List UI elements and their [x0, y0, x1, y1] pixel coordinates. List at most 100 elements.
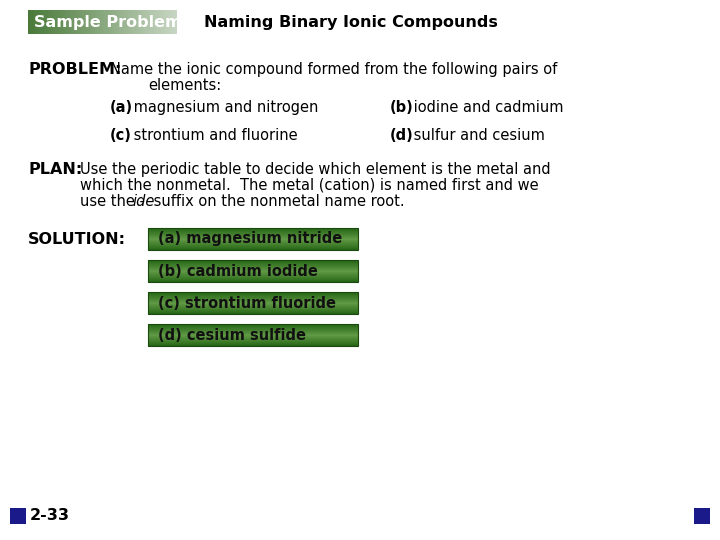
Bar — [148, 299, 358, 300]
Bar — [148, 300, 358, 301]
Bar — [148, 247, 358, 248]
Bar — [148, 334, 358, 335]
Bar — [144, 10, 147, 34]
Bar — [148, 345, 358, 346]
Text: elements:: elements: — [148, 78, 221, 93]
Bar — [148, 313, 358, 314]
Bar — [94, 10, 98, 34]
Text: (b): (b) — [390, 100, 414, 115]
Bar — [50, 10, 53, 34]
Bar — [148, 307, 358, 308]
Bar — [168, 10, 171, 34]
Bar — [148, 280, 358, 281]
Bar — [148, 333, 358, 334]
Bar — [148, 234, 358, 235]
Bar — [148, 296, 358, 298]
Bar — [63, 10, 66, 34]
Bar — [148, 235, 358, 237]
Bar — [148, 337, 358, 338]
Text: magnesium and nitrogen: magnesium and nitrogen — [129, 100, 318, 115]
Bar — [148, 243, 358, 244]
Text: strontium and fluorine: strontium and fluorine — [129, 128, 297, 143]
Bar — [148, 264, 358, 265]
Bar — [148, 338, 358, 339]
Bar — [148, 268, 358, 269]
Bar — [148, 239, 358, 240]
Bar — [109, 10, 112, 34]
Bar — [148, 276, 358, 277]
Bar — [148, 340, 358, 341]
Bar — [148, 260, 358, 261]
Bar — [38, 10, 41, 34]
Bar — [104, 10, 107, 34]
Bar — [148, 242, 358, 243]
Text: PLAN:: PLAN: — [28, 162, 82, 177]
Bar — [148, 239, 358, 240]
Bar — [148, 329, 358, 330]
Bar — [148, 306, 358, 307]
Bar — [148, 269, 358, 270]
Text: use the -: use the - — [80, 194, 145, 209]
Bar — [148, 313, 358, 314]
Bar — [156, 10, 159, 34]
Bar — [148, 342, 358, 343]
Text: Sample Problem 2.5: Sample Problem 2.5 — [34, 15, 215, 30]
Bar — [127, 10, 130, 34]
Bar — [55, 10, 58, 34]
Bar — [112, 10, 114, 34]
Bar — [148, 235, 358, 236]
Bar — [148, 267, 358, 268]
Bar — [148, 246, 358, 247]
Bar — [148, 335, 358, 336]
Bar — [75, 10, 78, 34]
Bar — [148, 275, 358, 276]
Bar — [148, 308, 358, 309]
Bar — [148, 294, 358, 295]
Bar — [45, 10, 48, 34]
Bar — [148, 231, 358, 232]
Text: (d): (d) — [390, 128, 414, 143]
Bar — [148, 234, 358, 235]
Bar — [148, 344, 358, 345]
Bar — [148, 302, 358, 303]
Bar — [120, 10, 122, 34]
Bar — [99, 10, 102, 34]
Bar — [148, 265, 358, 266]
Bar — [148, 245, 358, 246]
Bar — [148, 237, 358, 238]
Bar — [148, 281, 358, 282]
Bar — [148, 238, 358, 239]
Bar — [148, 249, 358, 251]
Bar — [148, 278, 358, 279]
Bar — [148, 327, 358, 328]
Bar — [148, 325, 358, 326]
Bar — [148, 293, 358, 294]
Bar — [139, 10, 142, 34]
Bar — [85, 10, 88, 34]
Bar — [148, 301, 358, 302]
Bar — [148, 346, 358, 347]
Bar — [148, 338, 358, 339]
Bar — [60, 10, 63, 34]
Bar — [148, 333, 358, 334]
Text: (b) cadmium iodide: (b) cadmium iodide — [158, 264, 318, 279]
Bar — [148, 264, 358, 265]
Bar — [163, 10, 166, 34]
Text: PROBLEM:: PROBLEM: — [28, 62, 122, 77]
Bar — [148, 324, 358, 325]
Bar — [148, 343, 358, 344]
Bar — [148, 332, 358, 333]
Bar — [148, 273, 358, 274]
Bar — [148, 276, 358, 278]
Bar — [148, 228, 358, 230]
Bar — [53, 10, 55, 34]
Text: Use the periodic table to decide which element is the metal and: Use the periodic table to decide which e… — [80, 162, 551, 177]
Bar — [148, 270, 358, 271]
Bar — [149, 10, 152, 34]
Bar — [148, 248, 358, 249]
Bar — [107, 10, 110, 34]
Bar — [148, 300, 358, 301]
Bar — [148, 305, 358, 306]
Text: (a): (a) — [110, 100, 133, 115]
Bar — [42, 10, 46, 34]
